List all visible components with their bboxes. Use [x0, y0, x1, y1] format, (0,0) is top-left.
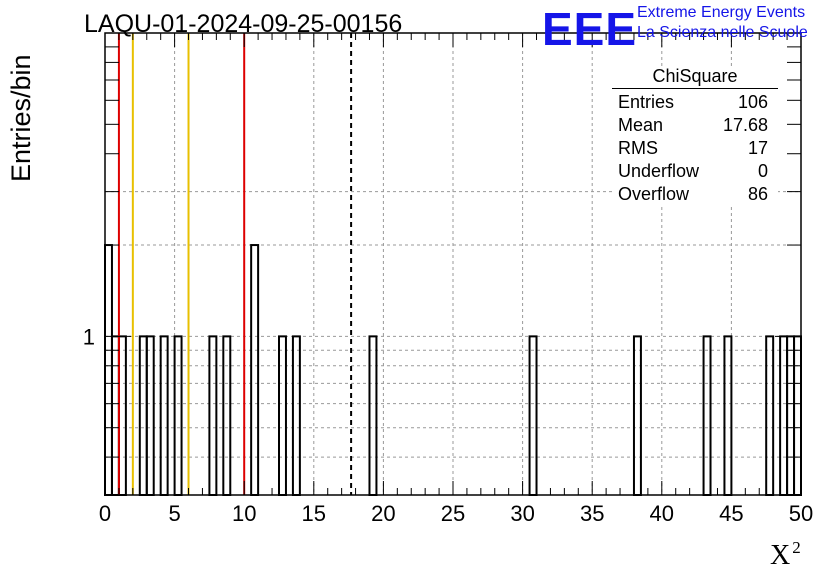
histogram-bar: [110, 335, 120, 496]
x-tick-label: 50: [789, 501, 813, 526]
histogram-bar: [117, 335, 127, 496]
histogram-bar: [138, 335, 148, 496]
org-name-line2: La Scienza nelle Scuole: [637, 24, 808, 41]
x-axis-label-superscript: 2: [792, 538, 801, 557]
x-axis-label-base: X: [770, 540, 791, 571]
x-tick-label: 5: [168, 501, 180, 526]
stats-label: RMS: [618, 138, 658, 158]
x-tick-label: 45: [719, 501, 743, 526]
stats-row-rms: RMS 17: [612, 137, 778, 160]
histogram-bar: [159, 335, 169, 496]
stats-row-underflow: Underflow 0: [612, 160, 778, 183]
histogram-bar: [278, 335, 287, 496]
org-name-line1: Extreme Energy Events: [637, 4, 806, 21]
stats-label: Underflow: [618, 161, 700, 181]
stats-value: 86: [747, 184, 768, 204]
axes: [104, 32, 802, 496]
histogram-bar: [173, 335, 183, 496]
histogram-bar: [528, 335, 538, 496]
stats-value: 106: [737, 92, 768, 112]
y-tick-label: 1: [83, 324, 95, 349]
histogram-bar: [723, 335, 733, 496]
stats-box: ChiSquare Entries 106 Mean 17.68 RMS 17 …: [612, 66, 778, 206]
histogram-bar: [765, 335, 775, 496]
stats-row-mean: Mean 17.68: [612, 114, 778, 137]
eee-logo: EEE: [542, 3, 638, 55]
stats-label: Overflow: [618, 184, 690, 204]
x-tick-label: 30: [510, 501, 534, 526]
histogram-bar: [786, 335, 796, 496]
histogram-bar: [291, 335, 301, 496]
histogram-bar: [793, 335, 802, 496]
x-tick-label: 40: [650, 501, 674, 526]
grid-layer: [105, 33, 801, 495]
x-tick-label: 20: [371, 501, 395, 526]
stats-value: 17.68: [722, 115, 768, 135]
histogram-bar: [632, 335, 642, 496]
stats-row-entries: Entries 106: [612, 91, 778, 114]
stats-box-title: ChiSquare: [612, 66, 778, 89]
histogram-bar: [208, 335, 218, 496]
stats-value: 0: [757, 161, 768, 181]
stats-row-overflow: Overflow 86: [612, 183, 778, 206]
stats-label: Entries: [618, 92, 675, 112]
x-tick-label: 0: [99, 501, 111, 526]
histogram-bar: [368, 335, 378, 496]
histogram-bar: [779, 335, 789, 496]
tick-labels: 0 5 10 15 20 25 30 35 40 45 50 1: [83, 324, 813, 526]
histogram-bar: [145, 335, 155, 496]
x-tick-label: 35: [580, 501, 604, 526]
y-axis-label: Entries/bin: [6, 54, 36, 182]
histogram-bar: [702, 335, 712, 496]
stats-label: Mean: [618, 115, 664, 135]
histogram-bar: [222, 335, 232, 496]
x-tick-label: 25: [441, 501, 465, 526]
chart-title: LAQU-01-2024-09-25-00156: [84, 10, 403, 38]
marker-lines: [117, 33, 353, 495]
x-tick-label: 10: [232, 501, 256, 526]
stats-value: 17: [747, 138, 768, 158]
x-tick-label: 15: [302, 501, 326, 526]
